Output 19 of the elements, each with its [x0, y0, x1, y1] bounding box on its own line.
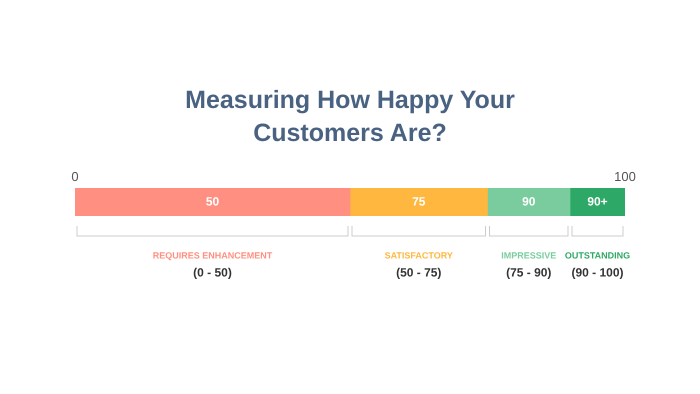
x-tick-label: 100	[614, 169, 636, 184]
text: REQUIRES ENHANCEMENT	[152, 250, 273, 260]
bar	[75, 188, 350, 216]
bar	[350, 188, 488, 216]
annotation: 90+	[587, 194, 608, 208]
annotation: 75	[412, 194, 426, 208]
chart-title: Measuring How Happy Your Customers Are?	[184, 85, 516, 149]
bar	[487, 188, 570, 216]
text: (90 - 100)	[571, 265, 624, 280]
text: SATISFACTORY	[384, 250, 453, 260]
text: (50 - 75)	[396, 265, 442, 280]
x-tick-label: 0	[71, 169, 79, 184]
bar	[570, 188, 625, 216]
text: (0 - 50)	[193, 265, 232, 280]
annotation: 90	[522, 194, 536, 208]
text: OUTSTANDING	[564, 250, 630, 260]
text: IMPRESSIVE	[501, 250, 556, 260]
text: (75 - 90)	[506, 265, 552, 280]
annotation: 50	[206, 194, 220, 208]
